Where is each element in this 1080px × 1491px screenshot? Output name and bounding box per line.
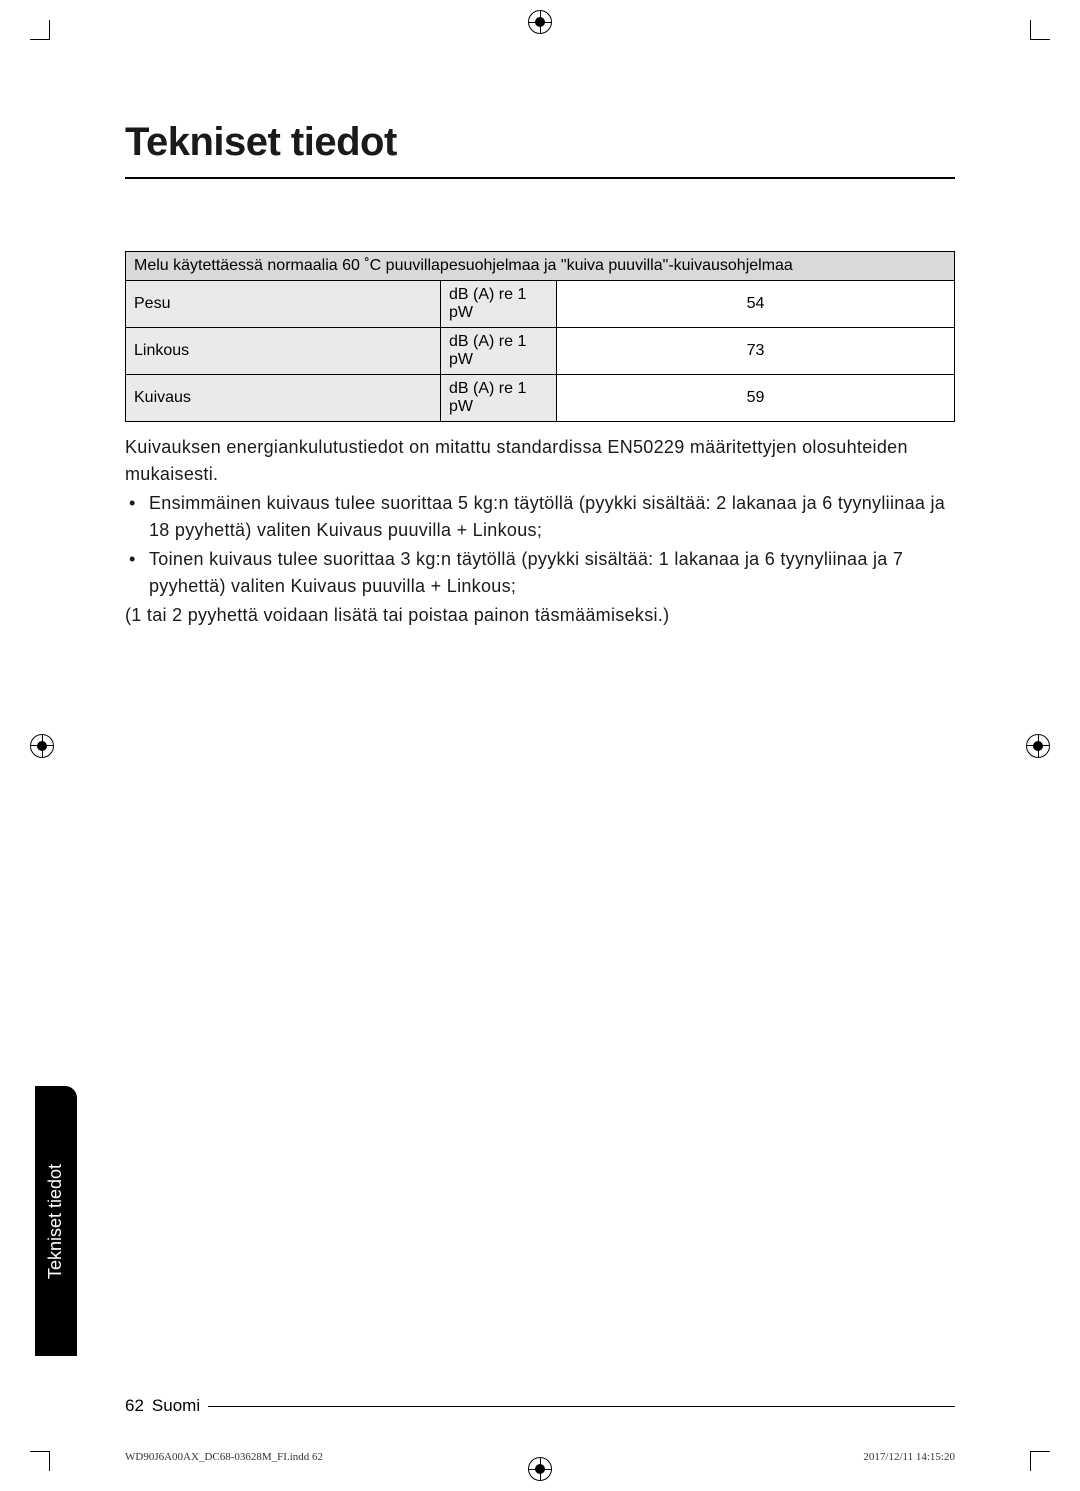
row-unit: dB (A) re 1 pW [441,281,557,328]
row-value: 54 [557,281,955,328]
row-value: 59 [557,375,955,422]
row-label: Linkous [126,328,441,375]
note-paragraph: (1 tai 2 pyyhettä voidaan lisätä tai poi… [125,602,955,629]
table-row: Pesu dB (A) re 1 pW 54 [126,281,955,328]
list-item: Toinen kuivaus tulee suorittaa 3 kg:n tä… [149,546,955,600]
print-timestamp: 2017/12/11 14:15:20 [863,1451,955,1463]
crop-mark [30,20,50,40]
row-unit: dB (A) re 1 pW [441,328,557,375]
registration-mark-icon [528,10,552,34]
body-text: Kuivauksen energiankulutustiedot on mita… [125,434,955,629]
crop-mark [30,1451,50,1471]
noise-table: Melu käytettäessä normaalia 60 ˚C puuvil… [125,251,955,422]
row-label: Kuivaus [126,375,441,422]
print-file-name: WD90J6A00AX_DC68-03628M_FI.indd 62 [125,1451,323,1463]
bullet-list: Ensimmäinen kuivaus tulee suorittaa 5 kg… [125,490,955,600]
footer-rule [208,1406,955,1407]
side-tab: Tekniset tiedot [35,1086,77,1356]
print-footer: WD90J6A00AX_DC68-03628M_FI.indd 62 2017/… [125,1451,955,1463]
table-row: Kuivaus dB (A) re 1 pW 59 [126,375,955,422]
list-item: Ensimmäinen kuivaus tulee suorittaa 5 kg… [149,490,955,544]
footer-language: Suomi [152,1396,200,1416]
page-number: 62 [125,1396,144,1416]
title-underline [125,177,955,179]
registration-mark-icon [1026,734,1050,758]
page-content: Tekniset tiedot Melu käytettäessä normaa… [125,120,955,631]
intro-paragraph: Kuivauksen energiankulutustiedot on mita… [125,434,955,488]
row-label: Pesu [126,281,441,328]
row-value: 73 [557,328,955,375]
table-row: Linkous dB (A) re 1 pW 73 [126,328,955,375]
registration-mark-icon [30,734,54,758]
page-title: Tekniset tiedot [125,120,955,165]
crop-mark [1030,20,1050,40]
table-header-cell: Melu käytettäessä normaalia 60 ˚C puuvil… [126,252,955,281]
row-unit: dB (A) re 1 pW [441,375,557,422]
table-header-row: Melu käytettäessä normaalia 60 ˚C puuvil… [126,252,955,281]
side-tab-label: Tekniset tiedot [46,1163,67,1278]
crop-mark [1030,1451,1050,1471]
page-footer: 62 Suomi [125,1396,955,1416]
